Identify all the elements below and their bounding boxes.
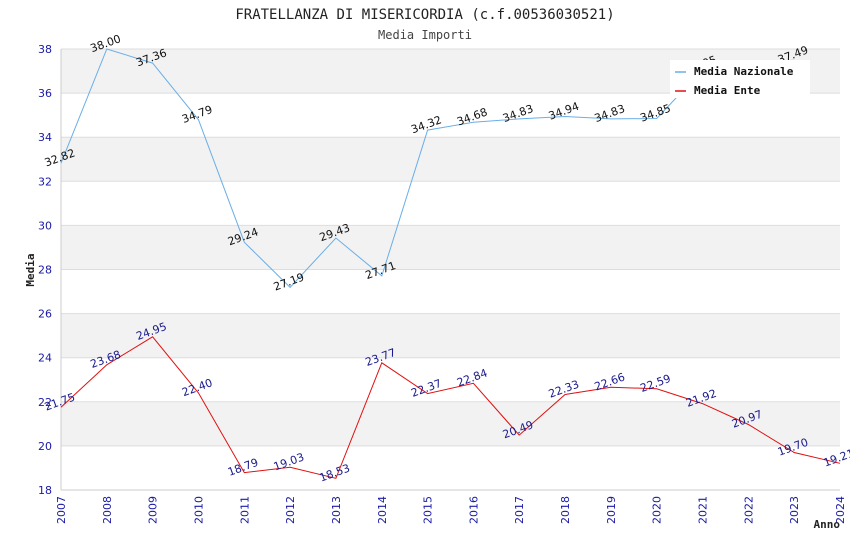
data-label: 18.53	[318, 462, 352, 485]
x-tick-label: 2023	[788, 496, 801, 524]
x-tick-label: 2019	[605, 496, 618, 524]
data-label: 34.83	[593, 102, 627, 125]
legend-label-nazionale: Media Nazionale	[694, 65, 794, 78]
y-tick-label: 20	[38, 440, 52, 453]
grid-band	[61, 401, 840, 446]
x-tick-label: 2024	[834, 496, 847, 524]
y-tick-label: 26	[38, 308, 52, 321]
x-tick-label: 2021	[697, 496, 710, 524]
legend-background	[670, 60, 810, 98]
x-tick-label: 2020	[651, 496, 664, 524]
x-tick-label: 2015	[422, 496, 435, 524]
x-tick-label: 2010	[192, 496, 205, 524]
y-axis-title: Media	[24, 253, 37, 286]
data-label: 22.33	[547, 378, 581, 401]
series-line-0	[60, 48, 795, 289]
x-tick-label: 2007	[55, 496, 68, 524]
x-tick-label: 2011	[238, 496, 251, 524]
data-label: 34.79	[180, 103, 214, 126]
chart-title: FRATELLANZA DI MISERICORDIA (c.f.0053603…	[235, 7, 614, 23]
x-tick-label: 2018	[559, 496, 572, 524]
grid-band	[61, 225, 840, 270]
data-label: 22.40	[180, 376, 214, 399]
y-tick-label: 36	[38, 87, 52, 100]
y-axis-ticks: 18 20 22 24 26 28 30 32 34 36 38	[38, 43, 52, 497]
y-tick-label: 30	[38, 219, 52, 232]
data-label: 22.37	[409, 377, 443, 400]
x-tick-label: 2012	[284, 496, 297, 524]
data-label: 34.68	[455, 105, 489, 128]
x-tick-label: 2009	[147, 496, 160, 524]
data-label: 34.85	[638, 102, 672, 125]
y-tick-label: 38	[38, 43, 52, 56]
series-line-1	[60, 336, 841, 479]
x-axis-ticks: 2007 2008 2009 2010 2011 2012 2013 2014 2015 2016…	[55, 496, 847, 524]
x-tick-label: 2016	[467, 496, 480, 524]
series-lines	[60, 48, 841, 479]
data-label: 18.79	[226, 456, 260, 479]
x-tick-label: 2013	[330, 496, 343, 524]
chart-subtitle: Media Importi	[378, 28, 472, 42]
grid-band	[61, 313, 840, 358]
y-tick-label: 22	[38, 396, 52, 409]
x-axis-title: Anno	[814, 518, 841, 531]
data-label: 34.83	[501, 102, 535, 125]
data-label: 22.59	[638, 372, 672, 395]
y-tick-label: 18	[38, 484, 52, 497]
y-tick-label: 34	[38, 131, 52, 144]
plot-bands	[61, 49, 840, 446]
legend-label-ente: Media Ente	[694, 84, 761, 97]
x-tick-label: 2008	[101, 496, 114, 524]
x-tick-label: 2017	[513, 496, 526, 524]
data-label: 22.66	[593, 370, 627, 393]
data-label: 19.21	[822, 447, 850, 470]
grid-band	[61, 137, 840, 182]
y-tick-label: 28	[38, 264, 52, 277]
y-tick-label: 24	[38, 352, 52, 365]
x-tick-label: 2022	[742, 496, 755, 524]
data-label: 22.84	[455, 366, 489, 389]
data-label: 34.94	[547, 100, 581, 123]
y-tick-label: 32	[38, 175, 52, 188]
x-tick-label: 2014	[376, 496, 389, 524]
legend: Media Nazionale Media Ente	[670, 60, 810, 98]
